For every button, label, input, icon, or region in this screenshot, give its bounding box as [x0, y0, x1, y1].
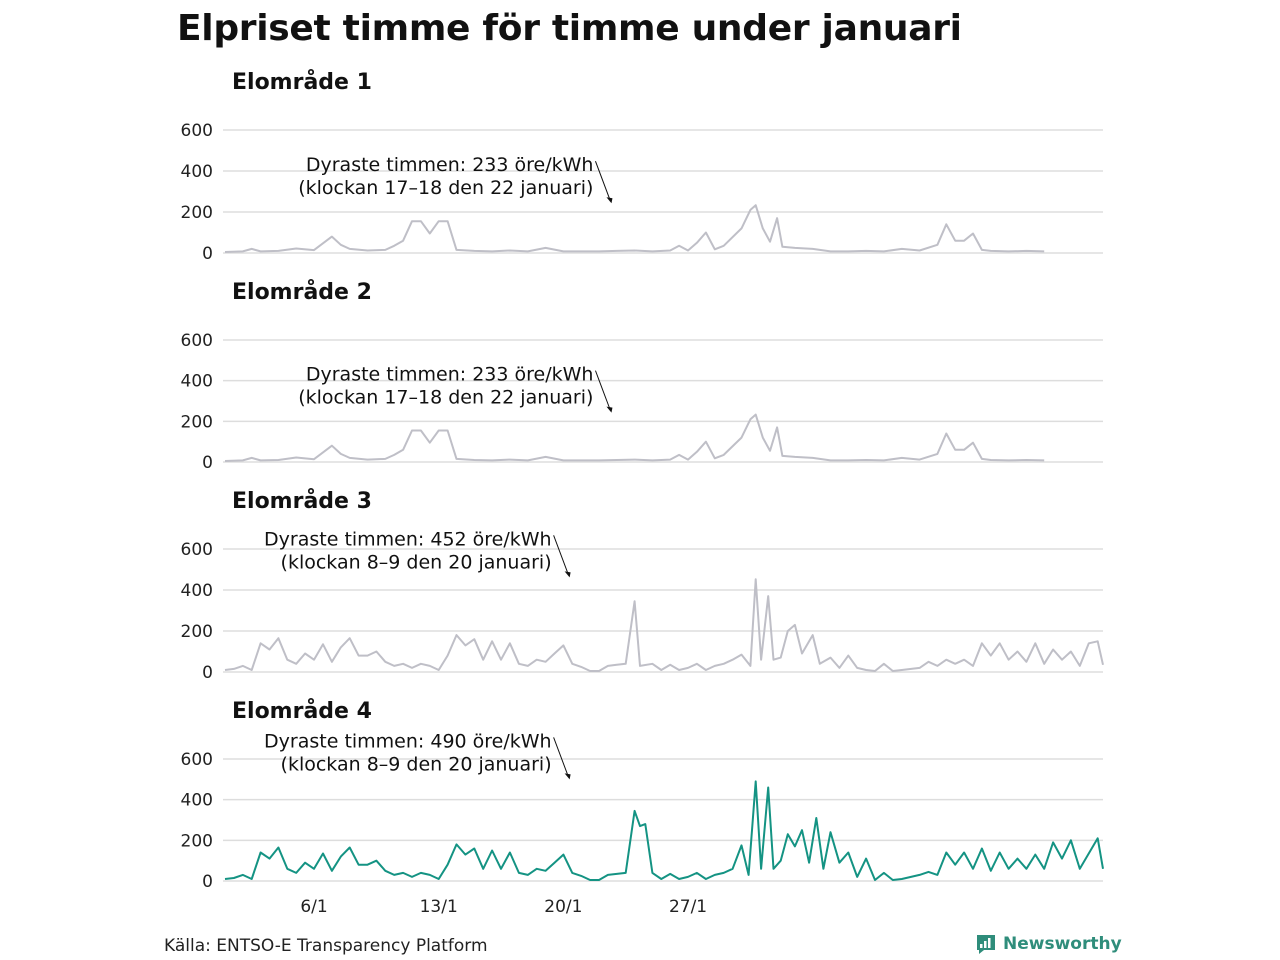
- annotation-arrow: [594, 370, 611, 411]
- x-tick-label: 13/1: [420, 897, 458, 917]
- chart-title: Elpriset timme för timme under januari: [177, 8, 962, 49]
- annotation-line-1: Dyraste timmen: 452 öre/kWh: [264, 528, 552, 550]
- y-tick-label: 400: [181, 581, 213, 601]
- annotation-arrowhead: [606, 197, 613, 204]
- panel-title: Elområde 4: [232, 698, 372, 724]
- y-tick-label: 400: [181, 162, 213, 182]
- panel-title: Elområde 3: [232, 488, 372, 514]
- series-line: [224, 780, 1104, 881]
- annotation-arrow: [553, 535, 570, 576]
- annotation-arrow: [553, 737, 570, 778]
- annotation-line-1: Dyraste timmen: 490 öre/kWh: [264, 730, 552, 752]
- y-tick-label: 0: [202, 872, 213, 892]
- y-tick-label: 400: [181, 791, 213, 811]
- y-tick-label: 600: [181, 121, 213, 141]
- annotation-line-1: Dyraste timmen: 233 öre/kWh: [306, 154, 594, 176]
- panel-2: Elområde 2 0 200 400 600 Dyraste timmen: 233 …: [181, 279, 1103, 473]
- annotation-arrowhead: [606, 406, 613, 413]
- x-tick-label: 20/1: [544, 897, 582, 917]
- x-tick-label: 6/1: [300, 897, 327, 917]
- annotation-arrow: [594, 161, 611, 202]
- panel-3: Elområde 3 0 200 400 600 Dyraste timmen: 452 …: [181, 488, 1104, 683]
- annotation-arrowhead: [564, 571, 571, 578]
- panel-1: Elområde 1 0 200 400 600 Dyraste timmen: 233 …: [181, 69, 1103, 264]
- newsworthy-chart-icon: [977, 935, 995, 954]
- series-line: [224, 204, 1045, 253]
- source-note: Källa: ENTSO-E Transparency Platform: [164, 936, 488, 956]
- y-tick-label: 200: [181, 203, 213, 223]
- x-tick-label: 27/1: [669, 897, 707, 917]
- y-tick-label: 400: [181, 372, 213, 392]
- brand-logo[interactable]: Newsworthy: [975, 933, 1122, 955]
- annotation-line-2: (klockan 17–18 den 22 januari): [298, 387, 593, 409]
- panel-title: Elområde 1: [232, 69, 372, 95]
- annotation-line-2: (klockan 8–9 den 20 januari): [281, 551, 552, 573]
- y-tick-label: 600: [181, 750, 213, 770]
- y-tick-label: 0: [202, 663, 213, 683]
- brand-name: Newsworthy: [1003, 934, 1122, 954]
- annotation-line-2: (klockan 8–9 den 20 januari): [281, 753, 552, 775]
- annotation-line-1: Dyraste timmen: 233 öre/kWh: [306, 364, 594, 386]
- annotation-line-2: (klockan 17–18 den 22 januari): [298, 177, 593, 199]
- y-tick-label: 200: [181, 622, 213, 642]
- y-tick-label: 200: [181, 412, 213, 432]
- panel-4: Elområde 4 0 200 400 600 Dyraste timmen: 490 …: [181, 698, 1104, 892]
- y-tick-label: 200: [181, 831, 213, 851]
- y-tick-label: 600: [181, 540, 213, 560]
- y-tick-label: 0: [202, 244, 213, 264]
- y-tick-label: 0: [202, 453, 213, 473]
- panel-title: Elområde 2: [232, 279, 372, 305]
- series-line: [224, 578, 1104, 672]
- annotation-arrowhead: [564, 773, 571, 780]
- series-line: [224, 413, 1045, 462]
- y-tick-label: 600: [181, 331, 213, 351]
